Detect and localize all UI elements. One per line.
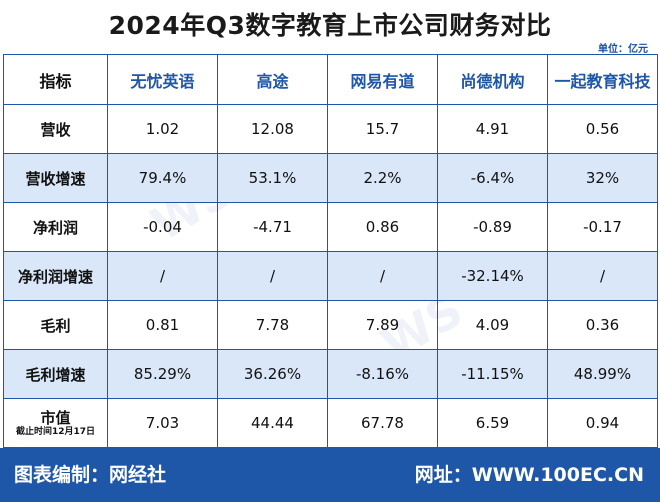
table-cell: -8.16% — [327, 349, 438, 399]
table-cell: 6.59 — [437, 398, 548, 448]
unit-label: 单位：亿元 — [598, 44, 648, 55]
table-cell: 36.26% — [217, 349, 328, 399]
table-row: 营收 1.02 12.08 15.7 4.91 0.56 — [3, 104, 658, 154]
comparison-table: 指标 无忧英语 高途 网易有道 尚德机构 一起教育科技 营收 1.02 12.0… — [3, 54, 658, 448]
row-label: 净利润 — [3, 202, 108, 252]
row-note: 截止时间12月17日 — [15, 426, 96, 437]
table-cell: -0.89 — [437, 202, 548, 252]
table-cell: 53.1% — [217, 153, 328, 203]
table-row: 营收增速 79.4% 53.1% 2.2% -6.4% 32% — [3, 153, 658, 203]
table-cell: 7.03 — [107, 398, 218, 448]
table-cell: / — [327, 251, 438, 301]
row-label: 净利润增速 — [3, 251, 108, 301]
table-cell: 0.56 — [547, 104, 658, 154]
table-cell: 7.89 — [327, 300, 438, 350]
row-label: 营收 — [3, 104, 108, 154]
table-cell: 67.78 — [327, 398, 438, 448]
table-cell: 12.08 — [217, 104, 328, 154]
table-cell: 79.4% — [107, 153, 218, 203]
table-row: 净利润 -0.04 -4.71 0.86 -0.89 -0.17 — [3, 202, 658, 252]
row-label: 营收增速 — [3, 153, 108, 203]
table-cell: 0.81 — [107, 300, 218, 350]
table-cell: -4.71 — [217, 202, 328, 252]
footer-credit: 图表编制：网经社 — [14, 464, 167, 486]
table-cell: 0.36 — [547, 300, 658, 350]
header-cell: 高途 — [217, 54, 328, 105]
table-cell: 7.78 — [217, 300, 328, 350]
table-cell: 0.86 — [327, 202, 438, 252]
footer-bar: 图表编制：网经社 网址：WWW.100EC.CN — [0, 448, 660, 502]
table-cell: 0.94 — [547, 398, 658, 448]
table-cell: 4.09 — [437, 300, 548, 350]
row-label: 毛利增速 — [3, 349, 108, 399]
table-cell: -0.04 — [107, 202, 218, 252]
table-cell: 32% — [547, 153, 658, 203]
header-cell: 无忧英语 — [107, 54, 218, 105]
table-row: 净利润增速 / / / -32.14% / — [3, 251, 658, 301]
row-label-market-cap: 市值 截止时间12月17日 — [3, 398, 108, 448]
table-cell: / — [107, 251, 218, 301]
header-cell: 一起教育科技 — [547, 54, 658, 105]
header-cell: 网易有道 — [327, 54, 438, 105]
table-row: 毛利增速 85.29% 36.26% -8.16% -11.15% 48.99% — [3, 349, 658, 399]
table-cell: -11.15% — [437, 349, 548, 399]
table-row: 毛利 0.81 7.78 7.89 4.09 0.36 — [3, 300, 658, 350]
footer-website: 网址：WWW.100EC.CN — [414, 464, 644, 486]
table-cell: 85.29% — [107, 349, 218, 399]
table-header-row: 指标 无忧英语 高途 网易有道 尚德机构 一起教育科技 — [3, 54, 658, 105]
table-cell: 44.44 — [217, 398, 328, 448]
table-cell: / — [547, 251, 658, 301]
table-cell: / — [217, 251, 328, 301]
page-title: 2024年Q3数字教育上市公司财务对比 — [108, 11, 552, 40]
row-label: 市值 — [40, 408, 71, 427]
table-row: 市值 截止时间12月17日 7.03 44.44 67.78 6.59 0.94 — [3, 398, 658, 448]
table-cell: 15.7 — [327, 104, 438, 154]
table-cell: 4.91 — [437, 104, 548, 154]
table-cell: -6.4% — [437, 153, 548, 203]
table-cell: 1.02 — [107, 104, 218, 154]
table-cell: -32.14% — [437, 251, 548, 301]
header-cell: 指标 — [3, 54, 108, 105]
table-cell: -0.17 — [547, 202, 658, 252]
table-cell: 2.2% — [327, 153, 438, 203]
table-cell: 48.99% — [547, 349, 658, 399]
row-label: 毛利 — [3, 300, 108, 350]
header-cell: 尚德机构 — [437, 54, 548, 105]
